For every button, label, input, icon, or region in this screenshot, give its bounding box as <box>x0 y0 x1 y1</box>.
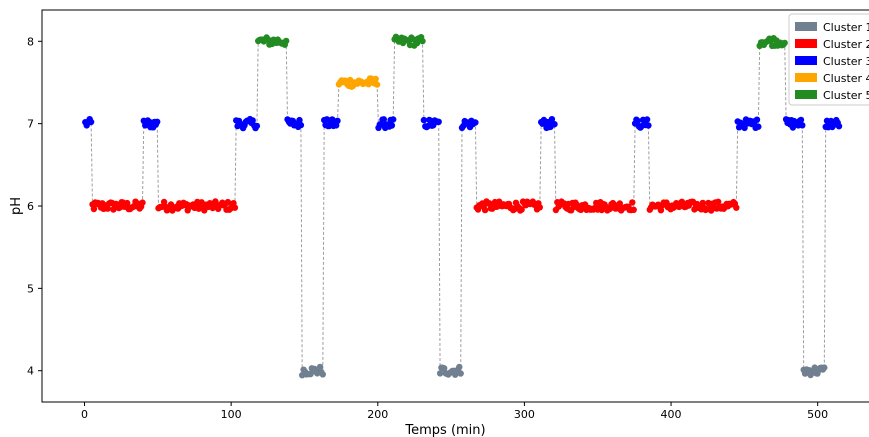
legend-swatch-cluster-5 <box>795 90 817 99</box>
data-point-cluster-4 <box>372 75 379 83</box>
data-point-cluster-3 <box>645 122 652 129</box>
data-point-cluster-3 <box>548 116 556 123</box>
x-axis-label: Temps (min) <box>404 423 485 437</box>
data-point-cluster-3 <box>753 116 761 123</box>
x-tick-label: 500 <box>807 408 828 421</box>
data-point-cluster-2 <box>201 207 208 214</box>
data-point-cluster-2 <box>104 205 112 212</box>
data-point-cluster-3 <box>420 116 428 124</box>
x-tick-label: 400 <box>661 408 682 421</box>
data-point-cluster-3 <box>435 118 442 126</box>
data-point-cluster-3 <box>634 117 641 125</box>
data-point-cluster-3 <box>390 116 397 123</box>
x-tick-label: 300 <box>514 408 535 421</box>
data-point-cluster-1 <box>316 363 324 371</box>
data-point-cluster-2 <box>124 199 131 207</box>
data-points <box>82 33 843 379</box>
data-point-cluster-2 <box>518 206 525 213</box>
data-point-cluster-2 <box>630 206 637 213</box>
data-point-cluster-2 <box>481 206 489 214</box>
data-point-cluster-5 <box>419 37 426 45</box>
data-point-cluster-2 <box>733 204 740 211</box>
data-point-cluster-2 <box>657 207 665 214</box>
data-point-cluster-3 <box>835 123 843 130</box>
x-tick-label: 0 <box>81 408 88 421</box>
data-point-cluster-2 <box>699 199 706 207</box>
y-axis-label: pH <box>9 197 24 215</box>
legend-label-cluster-5: Cluster 5 <box>823 89 869 102</box>
data-point-cluster-3 <box>388 122 396 129</box>
y-tick-label: 7 <box>27 118 34 131</box>
data-point-cluster-3 <box>551 121 558 128</box>
data-point-cluster-2 <box>90 205 98 213</box>
y-tick-label: 4 <box>27 365 34 378</box>
legend-swatch-cluster-4 <box>795 73 817 82</box>
data-point-cluster-3 <box>253 122 261 130</box>
data-point-cluster-2 <box>139 199 146 206</box>
data-point-cluster-3 <box>472 119 479 126</box>
data-point-cluster-1 <box>307 370 314 378</box>
data-point-cluster-2 <box>231 204 239 211</box>
y-tick-label: 5 <box>27 282 34 295</box>
data-point-cluster-3 <box>797 116 805 124</box>
data-point-cluster-1 <box>456 363 463 371</box>
data-point-cluster-2 <box>616 200 623 207</box>
data-point-cluster-3 <box>87 118 95 126</box>
data-point-cluster-3 <box>154 118 161 126</box>
data-point-cluster-3 <box>643 116 651 123</box>
x-tick-label: 200 <box>367 408 388 421</box>
data-point-cluster-3 <box>297 121 305 129</box>
data-point-cluster-5 <box>781 39 788 47</box>
data-point-cluster-3 <box>334 117 341 125</box>
data-point-cluster-1 <box>457 370 464 377</box>
x-axis-ticks: 0 100 200 300 400 500 <box>81 402 828 421</box>
data-point-cluster-3 <box>249 117 256 124</box>
data-point-cluster-2 <box>629 199 636 206</box>
data-point-cluster-5 <box>283 37 290 45</box>
legend-label-cluster-1: Cluster 1 <box>823 21 869 34</box>
data-point-cluster-1 <box>319 371 326 378</box>
data-point-cluster-1 <box>436 370 444 377</box>
legend: Cluster 1 Cluster 2 Cluster 3 Cluster 4 Clus… <box>788 13 869 106</box>
legend-label-cluster-4: Cluster 4 <box>823 72 869 85</box>
y-axis-ticks: 4 5 6 7 8 <box>27 35 42 378</box>
legend-label-cluster-3: Cluster 3 <box>823 55 869 68</box>
legend-swatch-cluster-1 <box>795 22 817 31</box>
y-tick-label: 6 <box>27 200 34 213</box>
data-point-cluster-3 <box>799 122 806 129</box>
data-point-cluster-3 <box>296 116 303 124</box>
y-tick-label: 8 <box>27 35 34 48</box>
data-point-cluster-2 <box>715 198 722 205</box>
legend-swatch-cluster-3 <box>795 56 817 65</box>
x-tick-label: 100 <box>221 408 242 421</box>
data-point-cluster-1 <box>441 365 448 372</box>
data-point-cluster-4 <box>373 81 381 88</box>
data-point-cluster-1 <box>821 364 828 371</box>
data-point-cluster-3 <box>380 116 387 123</box>
data-point-cluster-3 <box>755 123 762 130</box>
legend-label-cluster-2: Cluster 2 <box>823 38 869 51</box>
data-point-cluster-2 <box>536 204 543 211</box>
data-point-cluster-2 <box>224 198 232 206</box>
legend-box <box>788 13 869 106</box>
legend-swatch-cluster-2 <box>795 39 817 48</box>
